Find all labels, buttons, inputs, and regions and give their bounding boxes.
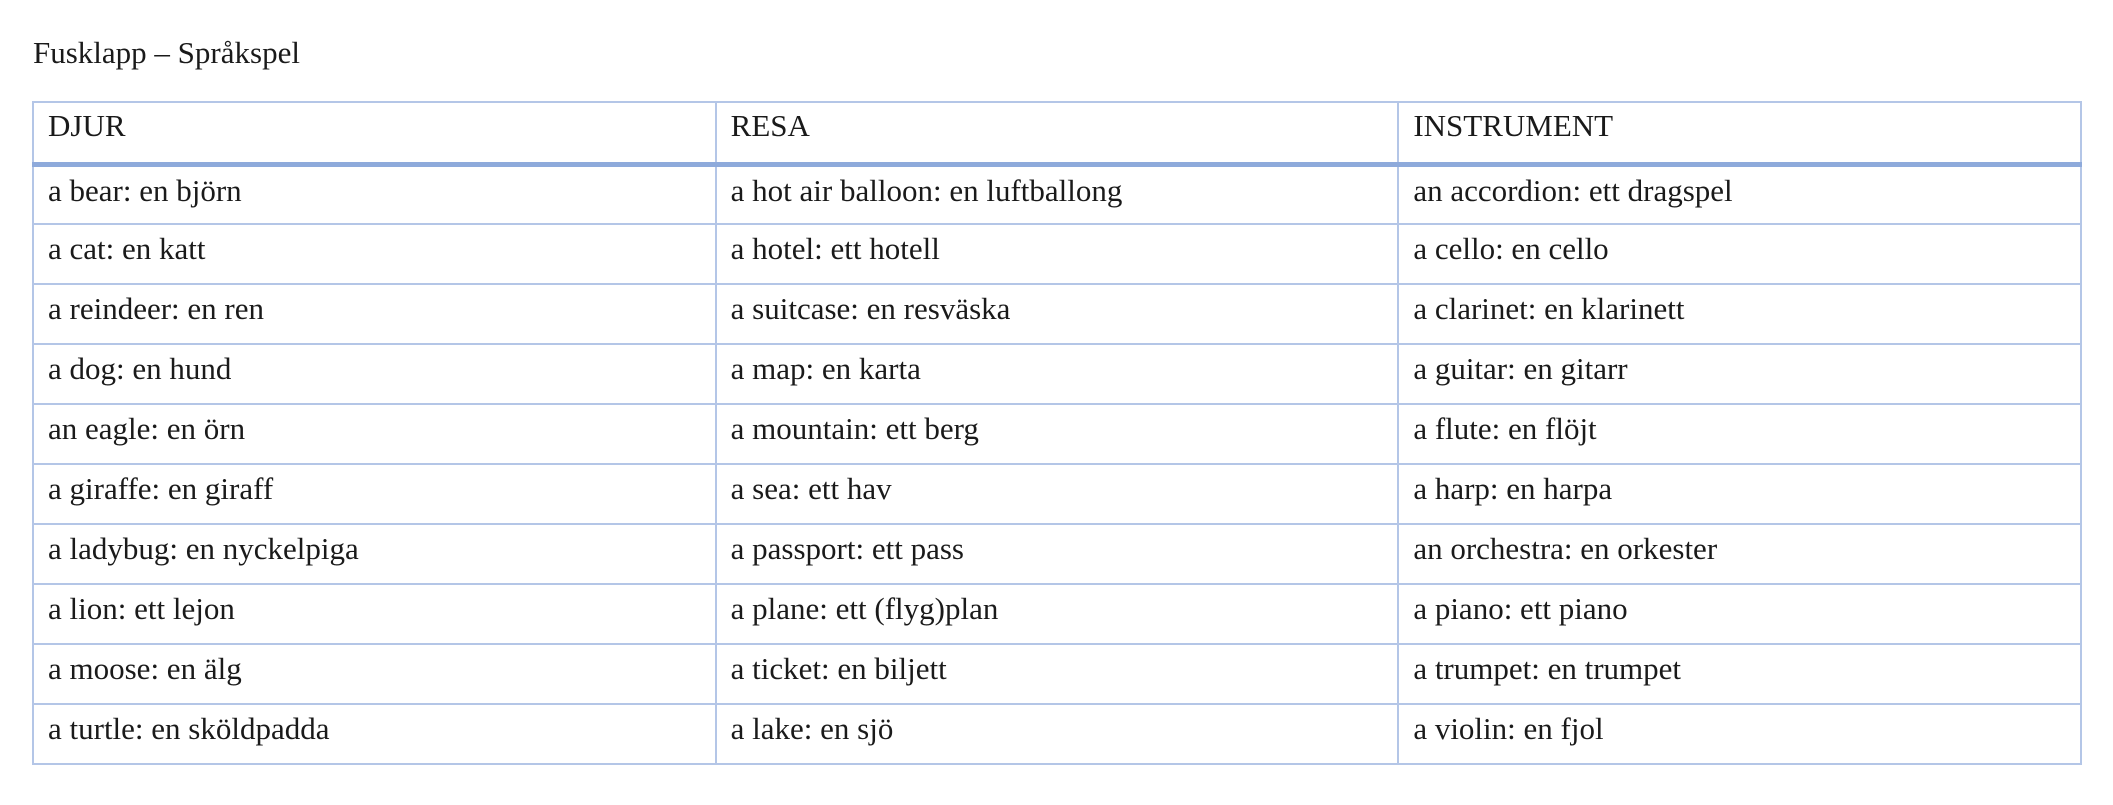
table-row: a ladybug: en nyckelpiga a passport: ett… — [32, 523, 2082, 585]
column-header-resa: RESA — [714, 101, 1400, 167]
table-cell: an accordion: ett dragspel — [1397, 163, 2082, 225]
table-row: an eagle: en örn a mountain: ett berg a … — [32, 403, 2082, 465]
table-cell: a cat: en katt — [32, 223, 717, 285]
table-cell: a ticket: en biljett — [714, 643, 1400, 705]
table-row: a cat: en katt a hotel: ett hotell a cel… — [32, 223, 2082, 285]
table-cell: a harp: en harpa — [1397, 463, 2082, 525]
table-cell: a cello: en cello — [1397, 223, 2082, 285]
table-body: a bear: en björn a hot air balloon: en l… — [32, 163, 2082, 765]
table-row: a bear: en björn a hot air balloon: en l… — [32, 163, 2082, 225]
document-title: Fusklapp – Språkspel — [33, 35, 300, 70]
table-row: a giraffe: en giraff a sea: ett hav a ha… — [32, 463, 2082, 525]
table-cell: a piano: ett piano — [1397, 583, 2082, 645]
table-cell: a guitar: en gitarr — [1397, 343, 2082, 405]
table-cell: a lion: ett lejon — [32, 583, 717, 645]
table-header: DJUR RESA INSTRUMENT — [32, 101, 2082, 167]
vocabulary-table: DJUR RESA INSTRUMENT a bear: en björn a … — [32, 101, 2082, 765]
table-cell: an eagle: en örn — [32, 403, 717, 465]
table-cell: a reindeer: en ren — [32, 283, 717, 345]
table-cell: a trumpet: en trumpet — [1397, 643, 2082, 705]
table-cell: a mountain: ett berg — [714, 403, 1400, 465]
table-cell: a plane: ett (flyg)plan — [714, 583, 1400, 645]
header-row: DJUR RESA INSTRUMENT — [32, 101, 2082, 167]
table-cell: a violin: en fjol — [1397, 703, 2082, 765]
column-header-djur: DJUR — [32, 101, 717, 167]
table-row: a reindeer: en ren a suitcase: en resväs… — [32, 283, 2082, 345]
table-cell: a flute: en flöjt — [1397, 403, 2082, 465]
table-cell: a bear: en björn — [32, 163, 717, 225]
table-cell: a lake: en sjö — [714, 703, 1400, 765]
table-row: a dog: en hund a map: en karta a guitar:… — [32, 343, 2082, 405]
table-cell: a moose: en älg — [32, 643, 717, 705]
table-cell: a dog: en hund — [32, 343, 717, 405]
table-cell: a suitcase: en resväska — [714, 283, 1400, 345]
table-row: a lion: ett lejon a plane: ett (flyg)pla… — [32, 583, 2082, 645]
table-cell: a hot air balloon: en luftballong — [714, 163, 1400, 225]
table-cell: a ladybug: en nyckelpiga — [32, 523, 717, 585]
column-header-instrument: INSTRUMENT — [1397, 101, 2082, 167]
table-cell: a clarinet: en klarinett — [1397, 283, 2082, 345]
table-cell: a turtle: en sköldpadda — [32, 703, 717, 765]
table-row: a moose: en älg a ticket: en biljett a t… — [32, 643, 2082, 705]
table-row: a turtle: en sköldpadda a lake: en sjö a… — [32, 703, 2082, 765]
table-cell: a giraffe: en giraff — [32, 463, 717, 525]
table-cell: a passport: ett pass — [714, 523, 1400, 585]
table-cell: an orchestra: en orkester — [1397, 523, 2082, 585]
table-cell: a map: en karta — [714, 343, 1400, 405]
table-cell: a sea: ett hav — [714, 463, 1400, 525]
table-cell: a hotel: ett hotell — [714, 223, 1400, 285]
